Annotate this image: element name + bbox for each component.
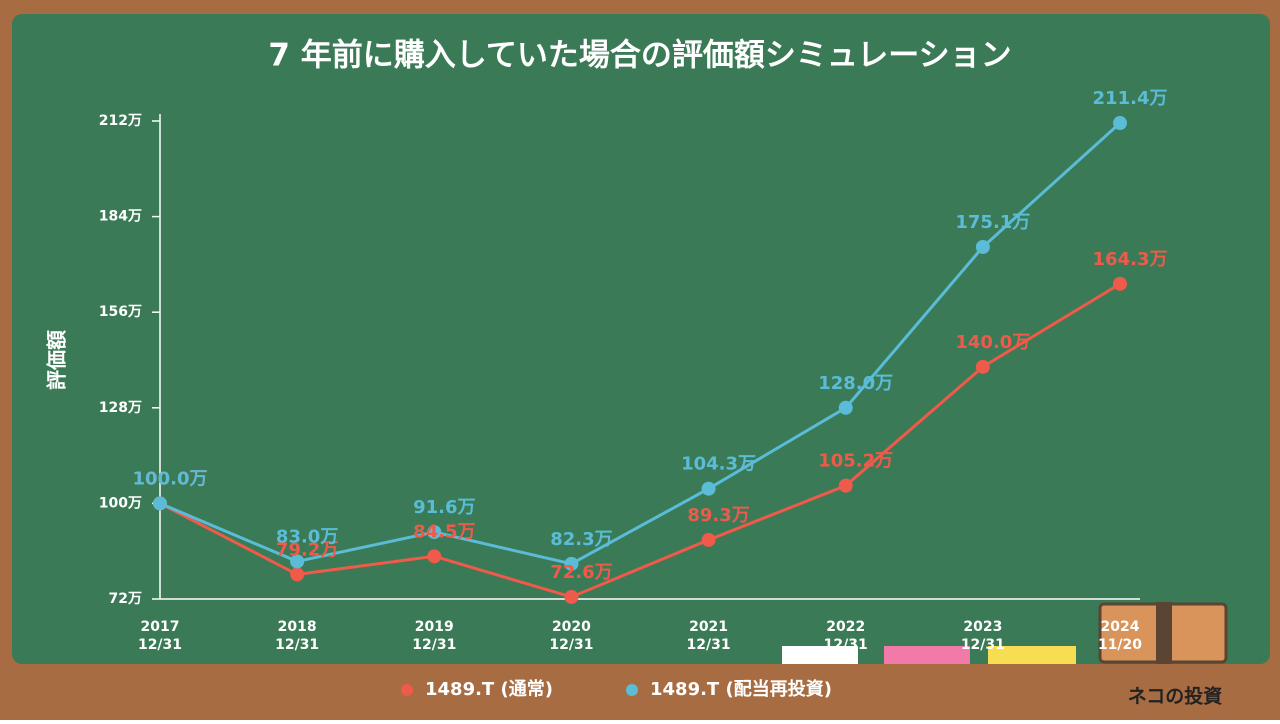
chalk-yellow <box>988 646 1076 664</box>
data-label: 84.5万 <box>413 521 475 542</box>
data-label: 211.4万 <box>1093 88 1168 109</box>
data-point <box>701 532 716 547</box>
data-point <box>1113 116 1127 131</box>
series-line <box>159 121 1122 566</box>
legend-marker <box>626 684 638 696</box>
y-tick-label: 212万 <box>99 113 142 129</box>
brand: ネコの投資 <box>1128 685 1223 708</box>
data-label: 164.3万 <box>1093 249 1168 270</box>
y-tick-label: 184万 <box>99 209 142 225</box>
data-label: 104.3万 <box>681 454 756 475</box>
series-line <box>159 282 1121 599</box>
x-tick-label: 2019 <box>415 619 454 635</box>
x-tick-label: 12/31 <box>549 637 593 653</box>
x-tick-label: 12/31 <box>824 637 868 653</box>
data-label: 140.0万 <box>955 332 1030 353</box>
data-point <box>701 481 716 496</box>
chalkboard <box>12 14 1270 664</box>
chart-title: 7 年前に購入していた場合の評価額シミュレーション <box>268 38 1011 74</box>
x-tick-label: 2022 <box>826 619 865 635</box>
data-label: 105.2万 <box>818 451 893 472</box>
legend-label: 1489.T (配当再投資) <box>650 678 832 700</box>
data-point <box>975 359 990 374</box>
data-label: 82.3万 <box>550 529 612 550</box>
data-point <box>564 556 579 571</box>
data-label: 100.0万 <box>133 468 208 489</box>
data-point <box>564 589 579 604</box>
chalk-white <box>782 646 858 664</box>
x-tick-label: 2018 <box>278 619 317 635</box>
x-tick-label: 11/20 <box>1098 637 1142 653</box>
data-label: 72.6万 <box>550 562 612 583</box>
y-tick-label: 72万 <box>109 591 142 607</box>
data-point <box>427 549 442 564</box>
y-axis-title: 評価額 <box>45 330 69 390</box>
data-label: 175.1万 <box>955 212 1030 233</box>
x-tick-label: 2023 <box>963 619 1002 635</box>
x-tick-label: 12/31 <box>275 637 319 653</box>
data-point <box>975 239 990 254</box>
eraser <box>1098 602 1228 664</box>
data-label: 79.2万 <box>276 539 338 560</box>
chalk-pink <box>884 646 970 664</box>
x-tick-label: 12/31 <box>412 637 456 653</box>
data-label: 91.6万 <box>413 497 475 518</box>
y-tick-label: 156万 <box>99 304 142 320</box>
data-point <box>427 525 442 540</box>
data-label: 100.0万 <box>133 468 208 489</box>
data-label: 89.3万 <box>687 505 749 526</box>
data-label: 128.0万 <box>818 373 893 394</box>
data-point <box>153 496 167 511</box>
legend-label: 1489.T (通常) <box>425 678 553 700</box>
x-tick-label: 12/31 <box>138 637 182 653</box>
y-tick-label: 100万 <box>99 495 142 511</box>
x-tick-label: 12/31 <box>687 637 731 653</box>
x-tick-label: 2021 <box>689 619 728 635</box>
y-tick-label: 128万 <box>99 400 142 416</box>
x-tick-label: 2020 <box>552 619 591 635</box>
x-tick-label: 2024 <box>1101 619 1140 635</box>
data-point <box>1113 276 1127 291</box>
legend-marker <box>401 684 413 696</box>
data-label: 83.0万 <box>276 526 338 547</box>
x-tick-label: 12/31 <box>961 637 1005 653</box>
data-point <box>290 567 305 582</box>
data-point <box>838 478 853 493</box>
data-point <box>838 400 853 415</box>
data-point <box>290 554 305 569</box>
x-tick-label: 2017 <box>141 619 180 635</box>
